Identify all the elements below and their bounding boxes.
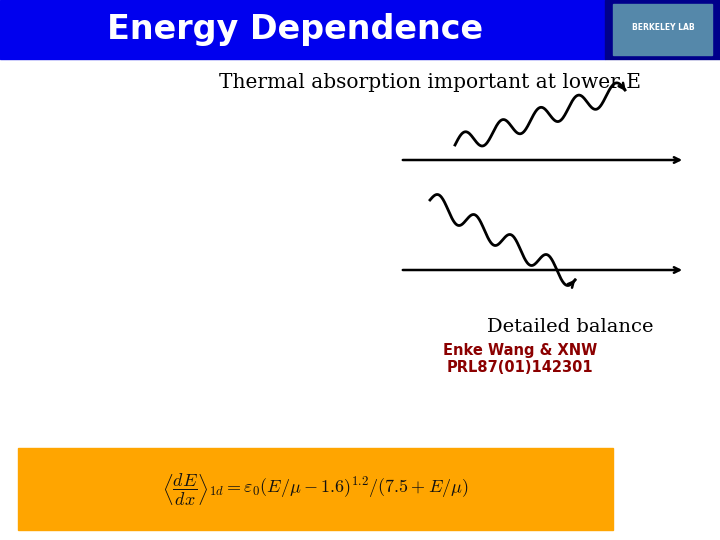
Bar: [18, 448, 613, 530]
Bar: [0, 0, 605, 59]
Text: BERKELEY LAB: BERKELEY LAB: [631, 23, 694, 32]
Text: Detailed balance: Detailed balance: [487, 318, 653, 336]
Bar: [605, 0, 720, 59]
Text: $\left\langle \dfrac{dE}{dx} \right\rangle_{1d}= \varepsilon_0 (E/\mu - 1.6)^{1.: $\left\langle \dfrac{dE}{dx} \right\rang…: [162, 471, 469, 507]
Text: Enke Wang & XNW: Enke Wang & XNW: [443, 342, 597, 357]
Text: PRL87(01)142301: PRL87(01)142301: [446, 360, 593, 375]
Bar: [613, 4, 712, 55]
Text: Thermal absorption important at lower E: Thermal absorption important at lower E: [219, 72, 641, 91]
Text: Energy Dependence: Energy Dependence: [107, 13, 483, 46]
